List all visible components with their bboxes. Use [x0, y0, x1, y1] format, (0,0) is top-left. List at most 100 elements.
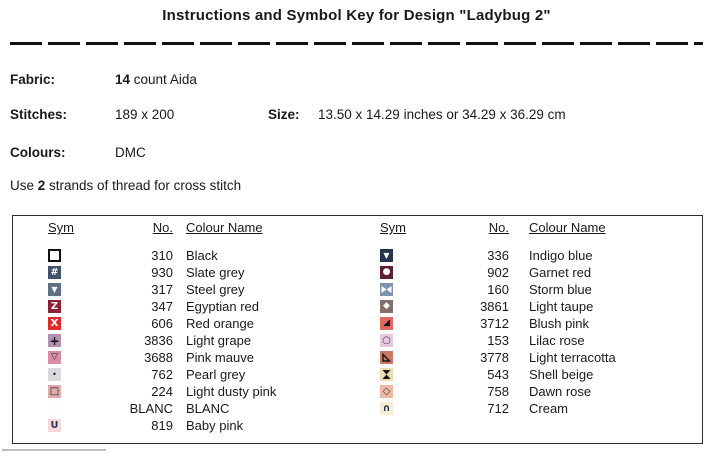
colour-name: Baby pink	[186, 418, 244, 433]
diamond-outline-glyph: ◇	[382, 385, 391, 397]
colour-name: Blush pink	[529, 316, 589, 331]
colour-name: Shell beige	[529, 367, 594, 382]
symbol-cell: #	[48, 264, 62, 281]
letter-u-icon: U	[48, 419, 61, 432]
colour-name: Dawn rose	[529, 384, 592, 399]
colour-name: Pearl grey	[186, 367, 246, 382]
column-header-no: No.	[152, 220, 173, 235]
key-rows-right: ▼ 336 Indigo blue ● 902 Garnet red 160 Storm bl…	[380, 247, 709, 417]
symbol-cell: Z	[48, 298, 62, 315]
symbol-cell: ▽	[48, 349, 62, 366]
colours-value: DMC	[115, 145, 146, 160]
column-header-colour-name: Colour Name	[186, 220, 263, 235]
colour-number: 3688	[144, 350, 173, 365]
diamond-icon: ◆	[380, 300, 393, 313]
corner-triangle-icon: ◢	[380, 317, 393, 330]
diamond-outline-icon: ◇	[380, 385, 393, 398]
colour-name: Cream	[529, 401, 569, 416]
size-value: 13.50 x 14.29 inches or 34.29 x 36.29 cm	[318, 107, 566, 122]
colour-number: 347	[151, 299, 173, 314]
symbol-cell	[380, 281, 394, 298]
symbol-cell: ∩	[380, 400, 394, 417]
letter-x-icon: X	[48, 317, 61, 330]
circle-glyph: ●	[382, 267, 391, 277]
colour-number: 160	[487, 282, 509, 297]
column-header-sym: Sym	[48, 220, 74, 235]
dot-icon: •	[48, 368, 61, 381]
symbol-cell: ◇	[380, 383, 394, 400]
circle-icon: ●	[380, 266, 393, 279]
colour-number: 762	[151, 367, 173, 382]
colour-number: 3712	[480, 316, 509, 331]
colour-number: 819	[151, 418, 173, 433]
colour-number: 902	[487, 265, 509, 280]
stitches-label: Stitches:	[10, 107, 68, 122]
colour-number: 712	[487, 401, 509, 416]
colour-name: Light grape	[186, 333, 252, 348]
symbol-cell	[48, 400, 62, 417]
triangle-down-outline-glyph: ▽	[51, 352, 58, 362]
colour-number: 310	[151, 248, 173, 263]
colour-name: Light terracotta	[529, 350, 616, 365]
colour-name: Light taupe	[529, 299, 594, 314]
colour-number: 317	[151, 282, 173, 297]
arch-icon: ∩	[380, 402, 393, 415]
colour-number: 153	[487, 333, 509, 348]
hash-glyph: #	[50, 266, 59, 278]
symbol-cell: X	[48, 315, 62, 332]
letter-z-icon: Z	[48, 300, 61, 313]
symbol-cell: ◢	[380, 315, 394, 332]
open-square-icon	[48, 249, 61, 262]
letter-u-glyph: U	[50, 419, 59, 431]
fabric-value: 14 count Aida	[115, 72, 197, 87]
colour-name: Egyptian red	[186, 299, 259, 314]
symbol-cell: •	[48, 366, 62, 383]
column-header-no: No.	[488, 220, 509, 235]
letter-x-glyph: X	[50, 317, 59, 329]
colour-number: 543	[487, 367, 509, 382]
colour-name: Slate grey	[186, 265, 245, 280]
symbol-cell: □	[48, 383, 62, 400]
diamond-glyph: ◆	[383, 301, 390, 311]
triangle-down-icon: ▼	[380, 249, 393, 262]
colour-number: 3778	[480, 350, 509, 365]
arch-glyph: ∩	[382, 402, 391, 414]
key-header-left: Sym No. Colour Name	[48, 220, 373, 237]
dot-glyph: •	[52, 369, 57, 379]
strands-note: Use 2 strands of thread for cross stitch	[10, 178, 242, 193]
hourglass-icon	[380, 368, 393, 381]
symbol-cell: ▼	[48, 281, 62, 298]
colour-name: Steel grey	[186, 282, 245, 297]
key-rows-left: 310 Black #930 Slate grey ▼ 317 Steel grey Z 347…	[48, 247, 373, 434]
colour-name: Storm blue	[529, 282, 592, 297]
symbol-cell: ●	[380, 264, 394, 281]
symbol-cell: U	[48, 417, 62, 434]
symbol-cell: ○	[380, 332, 394, 349]
column-header-sym: Sym	[380, 220, 406, 235]
triangle-down-glyph: ▼	[383, 250, 390, 260]
key-header-right: Sym No. Colour Name	[380, 220, 709, 237]
colour-name: Light dusty pink	[186, 384, 277, 399]
corner-triangle-glyph: ◢	[383, 318, 390, 328]
circle-outline-glyph: ○	[382, 334, 391, 346]
triangle-down-outline-icon: ▽	[48, 351, 61, 364]
size-label: Size:	[268, 107, 300, 122]
colour-number: 606	[151, 316, 173, 331]
symbol-cell: +	[48, 332, 62, 349]
triangle-lower-left-outline-icon	[380, 351, 393, 364]
colours-label: Colours:	[10, 145, 66, 160]
hash-icon: #	[48, 266, 61, 279]
page-title: Instructions and Symbol Key for Design "…	[162, 7, 551, 24]
colour-number: BLANC	[129, 401, 173, 416]
symbol-cell: ▼	[380, 247, 394, 264]
colour-name: BLANC	[186, 401, 230, 416]
colour-name: Black	[186, 248, 218, 263]
bowtie-icon	[380, 283, 393, 296]
symbol-cell	[380, 366, 394, 383]
triangle-down-icon: ▼	[48, 283, 61, 296]
plus-icon: +	[48, 334, 61, 347]
letter-z-glyph: Z	[50, 300, 59, 312]
colour-number: 224	[151, 384, 173, 399]
column-header-colour-name: Colour Name	[529, 220, 606, 235]
stitches-value: 189 x 200	[115, 107, 175, 122]
